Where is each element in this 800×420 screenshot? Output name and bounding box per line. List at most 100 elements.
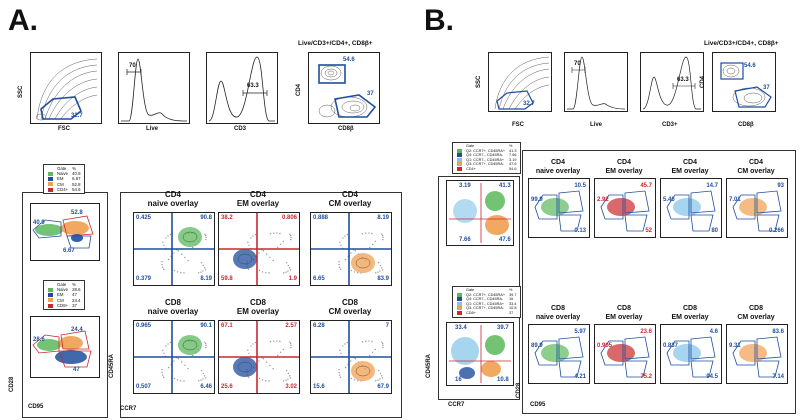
- a-cd8_naive-svg: [134, 321, 214, 393]
- background-event: [200, 261, 203, 264]
- a-cd4_naive-ll-value: 0.379: [136, 276, 152, 282]
- background-event: [161, 266, 164, 268]
- b-ccr7-cd8-plot: 33.4 39.7 16 10.8: [446, 322, 514, 386]
- background-event: [381, 233, 383, 235]
- b-ccr7-cd4-plot: 3.19 41.3 7.66 47.6: [446, 180, 514, 246]
- em-gate: [756, 214, 780, 232]
- b-cd8_naive-title: CD8 naive overlay: [535, 305, 581, 321]
- background-event: [346, 341, 349, 344]
- background-event: [344, 343, 346, 345]
- background-event: [273, 232, 275, 234]
- background-event: [285, 261, 288, 264]
- population-cluster: [178, 227, 202, 247]
- background-event: [250, 237, 252, 239]
- naive-gate: [732, 340, 756, 366]
- em-gate: [558, 360, 582, 378]
- background-event: [204, 341, 206, 343]
- a-live-svg: [121, 58, 188, 122]
- b-cd8_em2-c-value: 94.5: [706, 374, 718, 380]
- b-cd4-q2: 41.3: [499, 183, 511, 189]
- em-gate: [690, 214, 714, 232]
- b-cd4_em-a-value: 2.92: [597, 197, 609, 203]
- cm-gate: [690, 336, 716, 360]
- a-cd8_em-plot: 67.1 2.57 25.6 3.02: [218, 320, 300, 394]
- background-event: [165, 237, 167, 239]
- background-event: [350, 252, 352, 254]
- a-cd8_naive-ll-value: 0.507: [136, 384, 152, 390]
- a-cd4_cm-title: CD4 CM overlay: [328, 190, 372, 208]
- a-cd8_naive-ur-value: 90.1: [200, 323, 212, 329]
- b-cd4_cm-plot: 5.46 14.7 80: [660, 178, 722, 238]
- background-event: [357, 272, 359, 274]
- background-event: [290, 344, 292, 347]
- naive-gate: [32, 219, 62, 239]
- a-cd3-histogram: [208, 56, 275, 122]
- a-cd8_em-svg: [219, 321, 299, 393]
- background-event: [369, 354, 371, 357]
- background-event: [279, 232, 281, 235]
- background-event: [258, 252, 260, 254]
- background-event: [377, 271, 379, 273]
- background-event: [205, 344, 207, 347]
- background-event: [369, 246, 371, 249]
- cluster-contour: [182, 339, 198, 351]
- background-event: [183, 380, 185, 382]
- cm-gate: [756, 336, 782, 360]
- b-cd4_naive-a-value: 99.9: [531, 197, 543, 203]
- b-cd8-q2: 39.7: [497, 325, 509, 331]
- a-cd4-gate: [318, 64, 346, 84]
- b-cd28-label: CD28: [516, 382, 522, 398]
- em-gate: [624, 360, 648, 378]
- b-cd4_naive-svg: [534, 190, 584, 232]
- background-event: [265, 253, 268, 255]
- background-event: [338, 369, 340, 371]
- b-cd8_naive-plot: 89.9 5.97 4.21: [528, 324, 590, 384]
- a-legend-cd4: Gate% Naive 40.9 EM 6.67 CM 52.8 CD4+ 54.6: [43, 164, 86, 195]
- a-cd4-naive-pct: 40.9: [33, 220, 45, 226]
- background-event: [374, 348, 376, 351]
- a-cd4cd8-title: Live/CD3+/CD4+, CD8β+: [298, 40, 373, 47]
- panel-b-letter: B.: [424, 4, 454, 37]
- b-fsc-ssc-plot: 32.7: [488, 52, 552, 112]
- background-event: [377, 379, 379, 381]
- background-event: [161, 261, 163, 263]
- a-cd8_cm-ul-value: 6.28: [313, 323, 325, 329]
- background-event: [350, 360, 352, 362]
- background-event: [287, 372, 290, 375]
- background-event: [247, 241, 249, 244]
- background-event: [342, 345, 344, 347]
- b-live-label: Live: [590, 122, 603, 128]
- background-event: [265, 272, 267, 274]
- background-event: [381, 341, 383, 343]
- background-event: [361, 341, 364, 343]
- background-event: [161, 374, 164, 376]
- a-cd3-value: 63.3: [247, 83, 259, 89]
- population-cluster: [673, 198, 701, 216]
- a-ccr7-label: CCR7: [120, 406, 137, 412]
- cd4-swatch: [48, 187, 53, 192]
- background-event: [272, 259, 274, 262]
- background-event: [161, 369, 163, 371]
- background-event: [382, 344, 384, 347]
- background-event: [365, 340, 367, 342]
- a-overlay-frame: [120, 192, 402, 418]
- a-cd3-svg: [208, 56, 275, 122]
- background-event: [289, 342, 292, 345]
- naive-swatch: [48, 172, 53, 177]
- background-event: [167, 366, 170, 369]
- background-event: [198, 380, 200, 382]
- a-fsc-ssc-value: 32.7: [71, 113, 83, 119]
- a-cd4_naive-ul-value: 0.425: [136, 215, 152, 221]
- a-cd28-cd4-plot: 40.9 52.8 6.67: [30, 203, 100, 261]
- a-cd4_cm-svg: [311, 213, 391, 285]
- background-event: [203, 375, 206, 377]
- a-live-plot: 70: [118, 52, 190, 124]
- b-cd8_cm-b-value: 83.6: [772, 329, 784, 335]
- background-event: [279, 340, 281, 343]
- em-gate: [624, 214, 648, 232]
- population-cluster: [673, 344, 701, 362]
- a-cd4_cm-lr-value: 83.9: [377, 276, 389, 282]
- background-event: [338, 371, 340, 374]
- background-event: [258, 269, 261, 272]
- background-event: [269, 233, 272, 235]
